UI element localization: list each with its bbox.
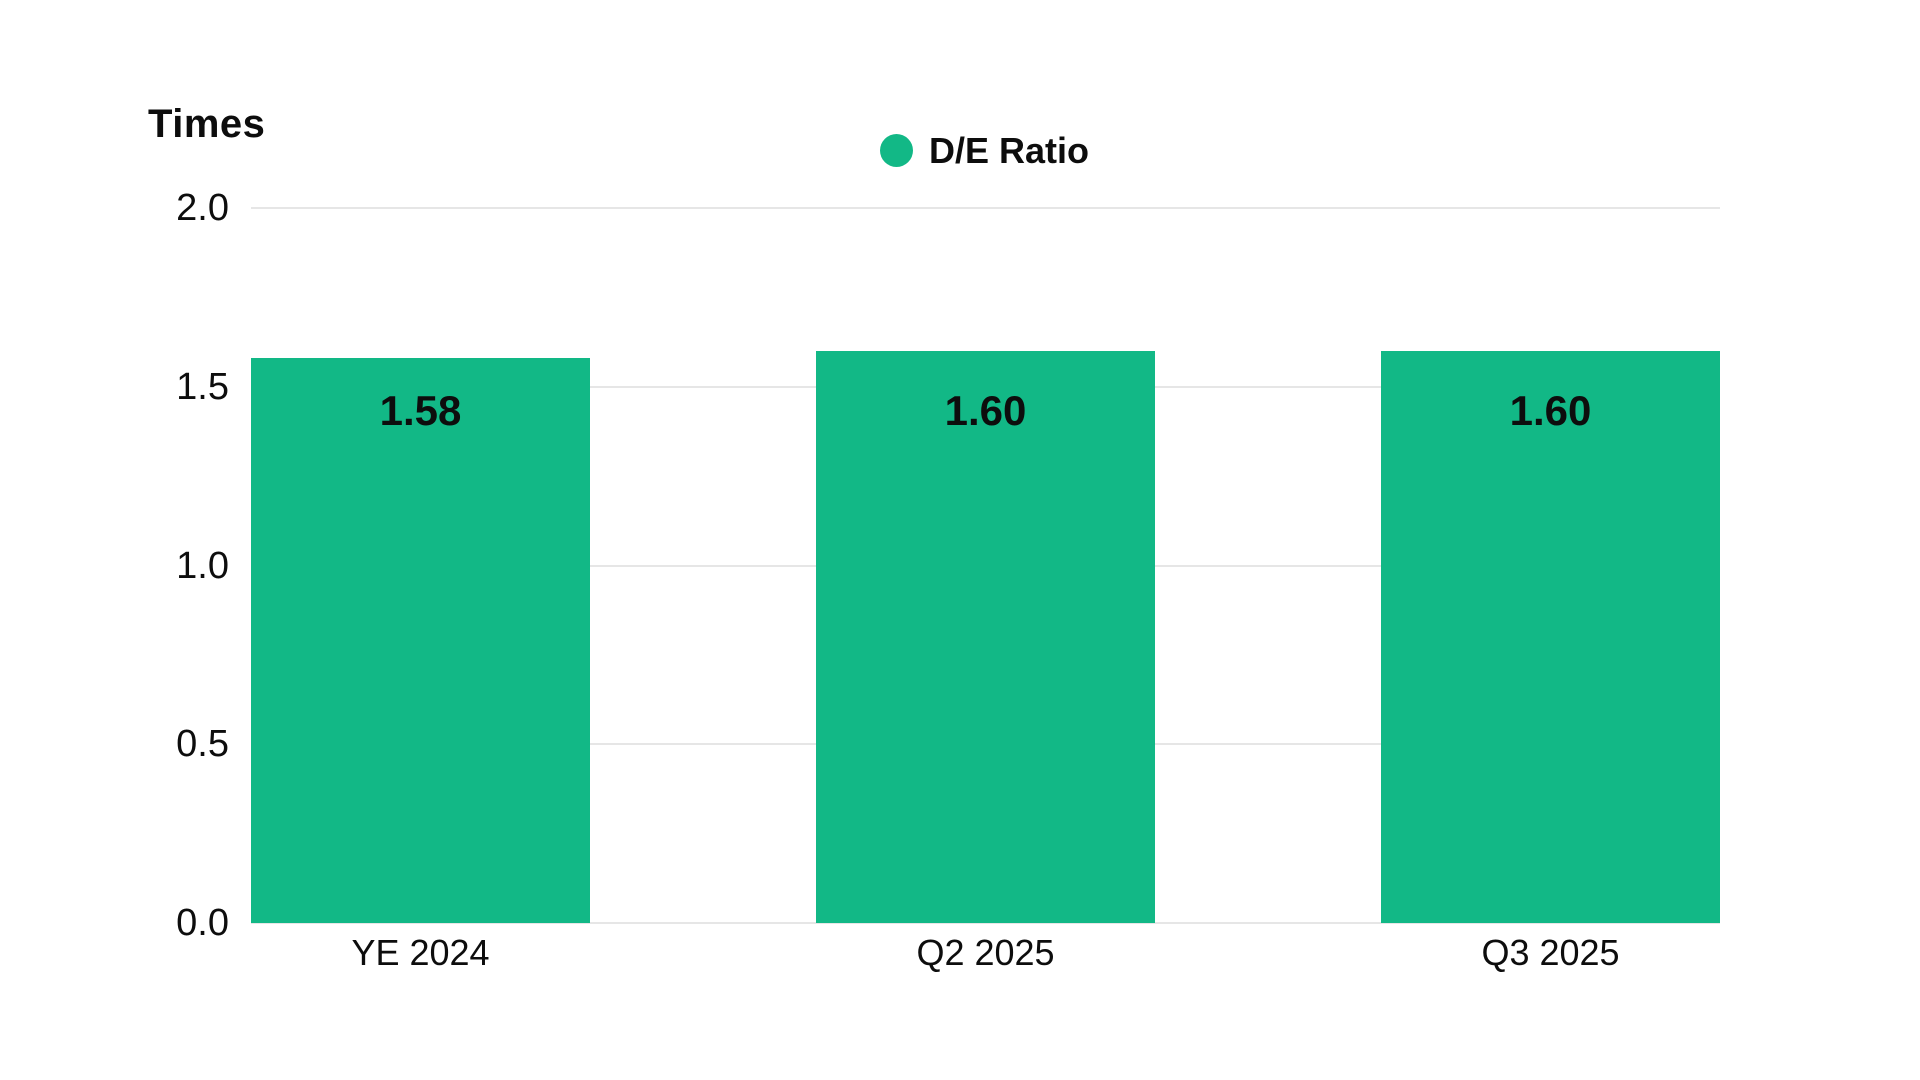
gridline [251,922,1720,924]
x-axis-label: YE 2024 [351,932,490,973]
y-tick-label: 1.5 [176,365,229,408]
x-axis-label: Q2 2025 [916,932,1055,973]
bar-value-label: 1.60 [1509,387,1592,434]
bar-value-label: 1.60 [944,387,1027,434]
legend-series-label: D/E Ratio [929,130,1090,171]
y-tick-label: 2.0 [176,187,229,229]
y-tick-label: 0.0 [176,902,229,944]
legend-circle-marker-icon [880,134,913,167]
bar-value-label: 1.58 [379,387,462,434]
bar [816,351,1155,923]
x-axis-label: Q3 2025 [1481,932,1620,973]
gridline [251,207,1720,209]
y-tick-label: 0.5 [176,723,229,766]
legend: D/E Ratio [880,130,1090,171]
bar [251,358,590,923]
bar [1381,351,1720,923]
y-tick-label: 1.0 [176,544,229,587]
y-axis-unit-label: Times [148,102,266,146]
